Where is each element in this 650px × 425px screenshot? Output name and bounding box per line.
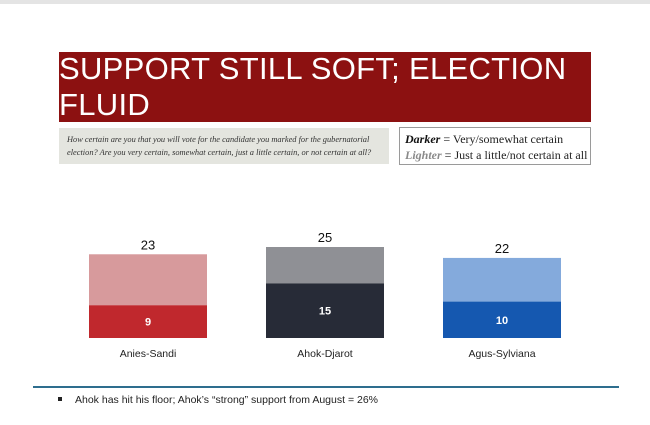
bar-segment-uncertain: [443, 257, 561, 302]
bar-segment-certain: [266, 283, 384, 338]
top-rule: [0, 0, 650, 4]
footer-divider: [33, 386, 619, 388]
bar-certain-label: 9: [145, 317, 151, 329]
bar-segment-uncertain: [89, 254, 207, 306]
chart-title: SUPPORT STILL SOFT; ELECTION FLUID: [59, 51, 567, 122]
bar-segment-certain: [89, 305, 207, 338]
bar-total-label: 23: [141, 237, 155, 252]
bar-segment-uncertain: [266, 247, 384, 284]
legend-key-dark: Darker: [405, 132, 441, 146]
bullet-icon: [58, 397, 62, 402]
legend-text-light: = Just a little/not certain at all: [441, 148, 588, 162]
footnote-text: Ahok has hit his floor; Ahok’s “strong” …: [75, 394, 379, 406]
legend-line-dark: Darker = Very/somewhat certain: [405, 131, 590, 147]
x-axis-category-label: Ahok-Djarot: [297, 348, 353, 360]
legend-text-dark: = Very/somewhat certain: [440, 132, 564, 146]
bar-certain-label: 10: [496, 315, 508, 327]
x-axis-category-label: Agus-Sylviana: [468, 348, 535, 360]
legend: Darker = Very/somewhat certain Lighter =…: [399, 127, 591, 165]
bar-certain-label: 15: [319, 306, 331, 318]
x-axis-category-label: Anies-Sandi: [120, 348, 177, 360]
legend-line-light: Lighter = Just a little/not certain at a…: [405, 147, 590, 163]
title-banner: SUPPORT STILL SOFT; ELECTION FLUID: [59, 51, 591, 122]
legend-key-light: Lighter: [405, 148, 442, 162]
footnote: Ahok has hit his floor; Ahok’s “strong” …: [58, 394, 378, 406]
bar-total-label: 22: [495, 241, 509, 256]
bar-segment-certain: [443, 301, 561, 338]
bar-total-label: 25: [318, 230, 332, 245]
question-text: How certain are you that you will vote f…: [59, 128, 389, 164]
